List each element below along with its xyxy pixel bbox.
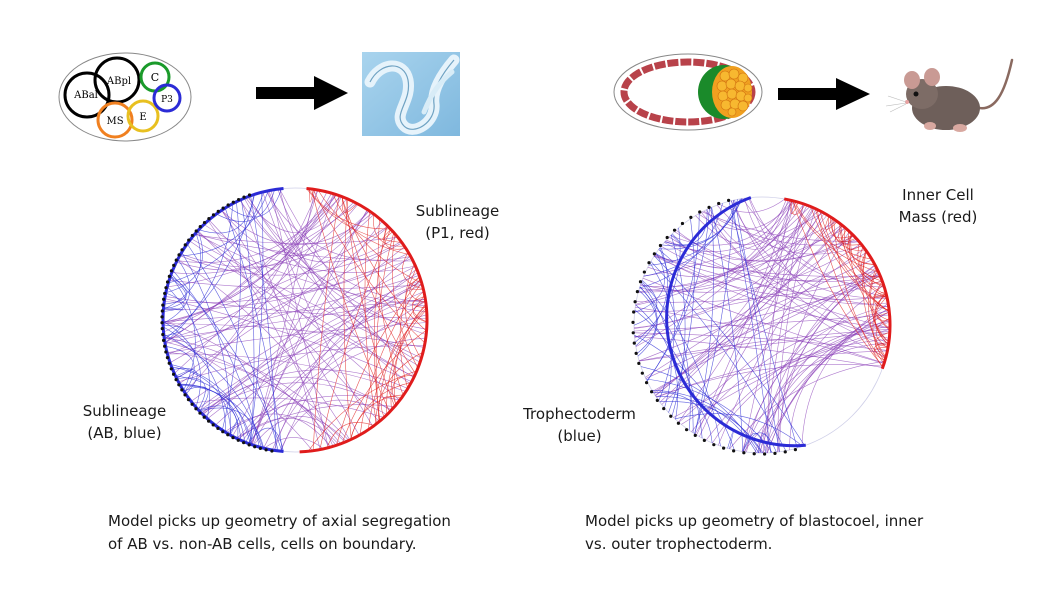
left-caption: Model picks up geometry of axial segrega… bbox=[108, 512, 451, 553]
cell-abpl-label: ABpl bbox=[106, 76, 131, 87]
cell-abal-label: ABal bbox=[73, 90, 98, 101]
cell-p3-label: P3 bbox=[161, 95, 173, 105]
worm-photo bbox=[362, 52, 460, 136]
arrow-right-icon bbox=[256, 76, 348, 110]
mouse-blastocyst-diagram bbox=[613, 53, 763, 131]
left-graph-top-label: Sublineage (P1, red) bbox=[415, 202, 500, 242]
right-lineage-graph bbox=[631, 196, 892, 456]
left-lineage-graph bbox=[160, 187, 429, 454]
cell-e bbox=[126, 99, 160, 133]
right-caption: Model picks up geometry of blastocoel, i… bbox=[585, 512, 924, 553]
cell-ms bbox=[96, 101, 134, 139]
worm-embryo-diagram: ABal ABpl C P3 MS E bbox=[58, 52, 192, 142]
arrow-right-icon bbox=[778, 78, 870, 110]
right-graph-bottom-label: Trophectoderm (blue) bbox=[523, 405, 636, 445]
cell-abal bbox=[63, 71, 111, 119]
cell-p3 bbox=[152, 83, 182, 113]
mouse-photo bbox=[885, 58, 1014, 132]
cell-c-label: C bbox=[151, 71, 159, 84]
right-graph-top-label: Inner Cell Mass (red) bbox=[898, 186, 978, 226]
left-graph-bottom-label: Sublineage (AB, blue) bbox=[82, 402, 167, 442]
cell-ms-label: MS bbox=[106, 116, 123, 127]
cell-e-label: E bbox=[139, 112, 146, 123]
